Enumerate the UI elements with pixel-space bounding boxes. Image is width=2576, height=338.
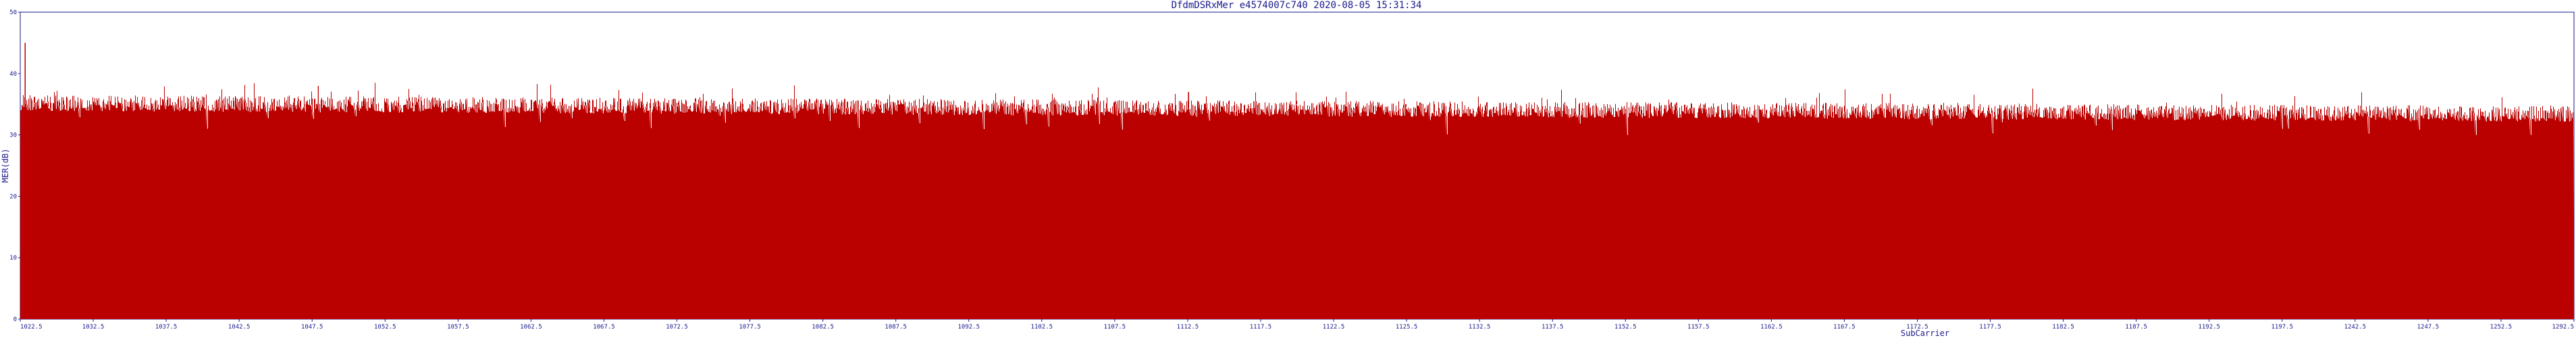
x-tick-label: 1167.5 xyxy=(1833,324,1856,331)
x-tick-label: 1052.5 xyxy=(374,324,396,331)
y-tick-label: 40 xyxy=(9,71,17,78)
y-tick-label: 0 xyxy=(14,316,17,323)
x-tick-label: 1042.5 xyxy=(228,324,251,331)
x-tick-label: 1247.5 xyxy=(2417,324,2440,331)
x-tick-label: 1032.5 xyxy=(82,324,105,331)
x-tick-label: 1022.5 xyxy=(20,324,43,331)
x-tick-label: 1057.5 xyxy=(447,324,469,331)
x-tick-label: 1292.5 xyxy=(2552,324,2574,331)
x-tick-label: 1162.5 xyxy=(1760,324,1783,331)
x-tick-label: 1197.5 xyxy=(2271,324,2294,331)
x-tick-label: 1242.5 xyxy=(2344,324,2367,331)
x-tick-label: 1037.5 xyxy=(155,324,178,331)
x-tick-label: 1192.5 xyxy=(2198,324,2220,331)
mer-bar-spikes xyxy=(22,43,2573,135)
chart-title: DfdmDSRxMer e4574007c740 2020-08-05 15:3… xyxy=(1172,0,1422,11)
x-tick-label: 1172.5 xyxy=(1906,324,1928,331)
x-tick-label: 1177.5 xyxy=(1979,324,2001,331)
x-tick-label: 1252.5 xyxy=(2490,324,2513,331)
x-tick-label: 1072.5 xyxy=(666,324,688,331)
x-tick-label: 1062.5 xyxy=(520,324,542,331)
y-axis-ticks: 0 10 20 30 40 50 xyxy=(9,9,20,323)
y-axis-label: MER(dB) xyxy=(1,149,10,183)
y-tick-label: 10 xyxy=(9,255,17,262)
x-tick-label: 1152.5 xyxy=(1614,324,1637,331)
x-tick-label: 1077.5 xyxy=(739,324,761,331)
mer-peaks xyxy=(24,43,1189,319)
x-tick-label: 1122.5 xyxy=(1323,324,1345,331)
x-tick-label: 1082.5 xyxy=(812,324,834,331)
x-tick-label: 1087.5 xyxy=(885,324,907,331)
x-tick-label: 1107.5 xyxy=(1104,324,1126,331)
x-tick-label: 1112.5 xyxy=(1177,324,1199,331)
x-tick-label: 1117.5 xyxy=(1250,324,1272,331)
x-tick-label: 1137.5 xyxy=(1542,324,1564,331)
x-tick-label: 1157.5 xyxy=(1687,324,1710,331)
x-tick-label: 1067.5 xyxy=(593,324,615,331)
x-tick-label: 1092.5 xyxy=(957,324,980,331)
x-tick-label: 1187.5 xyxy=(2125,324,2147,331)
y-tick-label: 50 xyxy=(9,9,17,16)
x-axis-label: SubCarrier xyxy=(1901,329,1949,338)
x-tick-label: 1125.5 xyxy=(1396,324,1418,331)
x-axis-ticks: 1022.5 1032.5 1037.5 1042.5 1047.5 1052.5 1057… xyxy=(20,319,2575,331)
x-tick-label: 1182.5 xyxy=(2052,324,2074,331)
mer-bars xyxy=(20,95,2574,319)
x-tick-label: 1132.5 xyxy=(1469,324,1491,331)
x-tick-label: 1102.5 xyxy=(1031,324,1053,331)
y-tick-label: 20 xyxy=(9,193,17,200)
x-tick-label: 1047.5 xyxy=(301,324,323,331)
y-tick-label: 30 xyxy=(9,132,17,139)
